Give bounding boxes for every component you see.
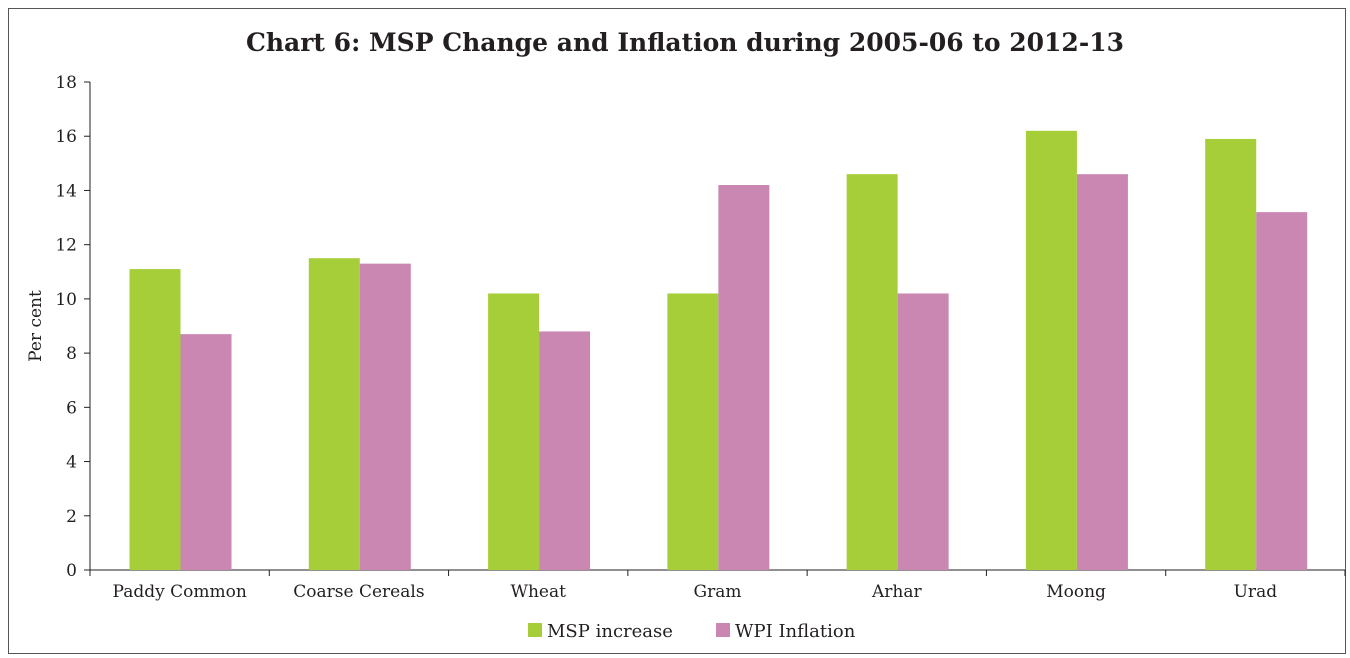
- bar: [1205, 138, 1257, 570]
- bar: [667, 293, 719, 570]
- axes: 0 2 4 6 8 10 12 14 16 18 Paddy Common Coarse Cereal…: [55, 73, 1346, 602]
- bar: [359, 263, 411, 570]
- bar: [1025, 130, 1077, 571]
- y-tick-label: 8: [66, 344, 77, 364]
- bar: [129, 269, 181, 570]
- x-tick-label: Arhar: [871, 582, 922, 602]
- y-tick-label: 6: [66, 398, 77, 418]
- x-tick-label: Moong: [1046, 582, 1106, 602]
- y-tick-label: 2: [66, 507, 77, 527]
- x-tick-label: Coarse Cereals: [293, 582, 424, 602]
- chart-title: Chart 6: MSP Change and Inflation during…: [246, 28, 1124, 57]
- bar: [180, 334, 232, 570]
- y-tick-label: 10: [55, 290, 77, 310]
- legend-label: MSP increase: [547, 621, 673, 642]
- bar: [488, 293, 540, 570]
- bar: [539, 331, 591, 570]
- legend-label: WPI Inflation: [735, 621, 856, 642]
- y-axis-label: Per cent: [26, 290, 46, 362]
- bar: [1256, 212, 1308, 570]
- bars: [129, 130, 1308, 571]
- x-tick-label: Wheat: [510, 582, 566, 602]
- legend-swatch: [716, 623, 730, 637]
- x-tick-label: Paddy Common: [113, 582, 247, 602]
- y-tick-label: 0: [66, 561, 77, 581]
- y-tick-label: 16: [55, 127, 77, 147]
- bar: [718, 185, 770, 570]
- y-tick-label: 12: [55, 236, 77, 256]
- bar: [1076, 174, 1128, 570]
- bar: [846, 174, 898, 570]
- bar: [897, 293, 949, 570]
- legend-swatch: [528, 623, 542, 637]
- legend: MSP increase WPI Inflation: [528, 621, 856, 642]
- bar: [308, 258, 360, 570]
- y-tick-label: 4: [66, 453, 77, 473]
- y-tick-label: 18: [55, 73, 77, 93]
- y-tick-label: 14: [55, 181, 77, 201]
- x-tick-label: Urad: [1234, 582, 1278, 602]
- x-tick-label: Gram: [694, 582, 742, 602]
